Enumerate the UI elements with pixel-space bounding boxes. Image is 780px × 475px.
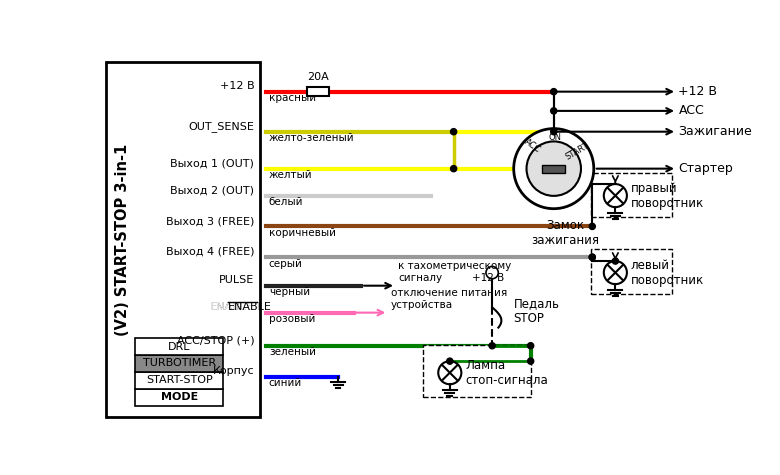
Text: Выход 1 (OUT): Выход 1 (OUT): [170, 158, 254, 168]
Text: розовый: розовый: [269, 314, 315, 324]
Text: зеленый: зеленый: [269, 347, 316, 357]
Bar: [135, 372, 223, 389]
Text: Зажигание: Зажигание: [679, 125, 752, 138]
Text: +12 В: +12 В: [472, 273, 505, 283]
Text: коричневый: коричневый: [269, 228, 336, 238]
Text: синий: синий: [269, 378, 302, 388]
Circle shape: [527, 358, 534, 364]
Text: Выход 2 (OUT): Выход 2 (OUT): [170, 185, 254, 195]
Circle shape: [486, 266, 498, 279]
Text: Педаль
STOP: Педаль STOP: [514, 297, 560, 325]
Text: к тахометрическому
сигналу: к тахометрическому сигналу: [399, 261, 512, 283]
Text: DRL: DRL: [168, 342, 190, 352]
Circle shape: [514, 129, 594, 209]
Text: START: START: [563, 142, 590, 162]
Text: правый
поворотник: правый поворотник: [631, 181, 704, 209]
Text: ON: ON: [549, 133, 562, 142]
Circle shape: [551, 108, 557, 114]
Text: ACC: ACC: [523, 137, 542, 154]
Circle shape: [604, 184, 627, 207]
Text: ENABLE: ENABLE: [211, 302, 254, 312]
Text: левый
поворотник: левый поворотник: [631, 258, 704, 286]
Circle shape: [551, 88, 557, 95]
Bar: [590, 172, 672, 217]
Text: TURBOTIMER: TURBOTIMER: [143, 359, 216, 369]
Text: +12 В: +12 В: [220, 81, 254, 91]
Circle shape: [589, 223, 595, 229]
Text: отключение питания
устройства: отключение питания устройства: [391, 288, 507, 310]
Text: Корпус: Корпус: [213, 366, 254, 376]
Text: PULSE: PULSE: [219, 276, 254, 285]
Circle shape: [589, 254, 595, 260]
Text: желто-зеленый: желто-зеленый: [269, 133, 354, 143]
Text: Выход 3 (FREE): Выход 3 (FREE): [166, 216, 254, 226]
Circle shape: [527, 342, 534, 349]
Circle shape: [489, 342, 495, 349]
Text: +12 В: +12 В: [679, 85, 718, 98]
Text: 20A: 20A: [307, 72, 329, 82]
Bar: [135, 338, 223, 355]
Bar: [590, 249, 672, 294]
Text: ENABLE: ENABLE: [228, 302, 272, 312]
Text: серый: серый: [269, 259, 303, 269]
Text: Стартер: Стартер: [679, 162, 733, 175]
Text: MODE: MODE: [161, 392, 198, 402]
Bar: [135, 355, 223, 372]
Bar: [135, 389, 223, 406]
Text: ENABLE: ENABLE: [211, 302, 254, 312]
Circle shape: [612, 258, 619, 264]
Circle shape: [438, 361, 461, 384]
Circle shape: [551, 129, 557, 135]
Text: ACC: ACC: [679, 104, 704, 117]
Bar: [307, 87, 329, 96]
Bar: [105, 62, 260, 417]
Text: OUT_SENSE: OUT_SENSE: [188, 121, 254, 132]
Text: красный: красный: [269, 93, 316, 103]
Circle shape: [451, 166, 457, 172]
Text: белый: белый: [269, 197, 303, 207]
Circle shape: [447, 358, 453, 364]
Circle shape: [451, 129, 457, 135]
Text: Выход 4 (FREE): Выход 4 (FREE): [165, 247, 254, 257]
Circle shape: [589, 254, 595, 260]
Bar: [423, 345, 530, 398]
Text: желтый: желтый: [269, 170, 313, 180]
Text: START-STOP: START-STOP: [146, 375, 212, 385]
Text: Замок
зажигания: Замок зажигания: [531, 218, 599, 247]
Text: ACC/STOP (+): ACC/STOP (+): [176, 335, 254, 345]
Circle shape: [526, 142, 581, 196]
Circle shape: [604, 261, 627, 284]
Bar: [542, 165, 565, 172]
Text: (V2) START-STOP 3-in-1: (V2) START-STOP 3-in-1: [115, 143, 130, 336]
Text: Лампа
стоп-сигнала: Лампа стоп-сигнала: [465, 359, 548, 387]
Text: черный: черный: [269, 287, 310, 297]
